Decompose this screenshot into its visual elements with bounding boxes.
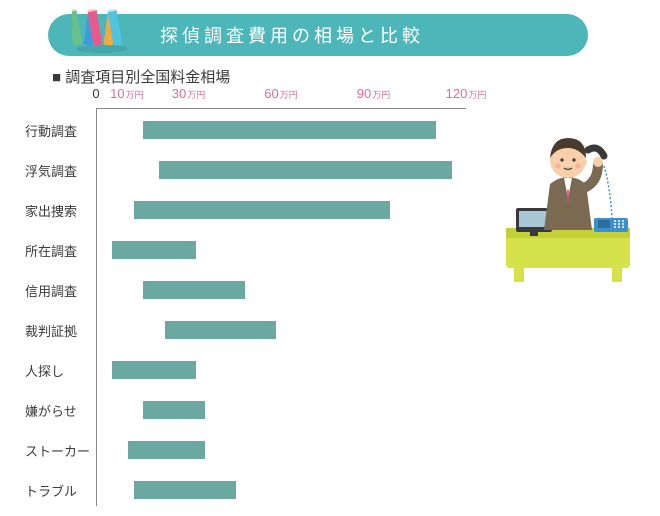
chart-row: 浮気調査 [1, 159, 467, 181]
row-label: 所在調査 [1, 241, 89, 260]
range-bar [128, 441, 205, 459]
range-bar [159, 161, 452, 179]
page-title: 探偵調査費用の相場と比較 [160, 22, 424, 48]
x-axis: 010万円30万円60万円90万円120万円 [96, 86, 466, 106]
bar-track [97, 159, 467, 181]
range-bar [134, 201, 390, 219]
range-bar [112, 361, 195, 379]
row-label: 嫌がらせ [1, 401, 89, 420]
row-label: 人探し [1, 361, 89, 380]
bar-track [97, 279, 467, 301]
range-bar [134, 481, 236, 499]
chart-row: ストーカー [1, 439, 467, 461]
x-tick: 120万円 [446, 86, 487, 101]
range-bar [112, 241, 195, 259]
chart-row: 家出捜索 [1, 199, 467, 221]
row-label: トラブル [1, 481, 89, 500]
books-icon [72, 5, 132, 55]
bar-track [97, 399, 467, 421]
range-bar [143, 401, 205, 419]
chart-row: 嫌がらせ [1, 399, 467, 421]
range-bar [165, 321, 276, 339]
range-bar [143, 281, 245, 299]
bar-track [97, 319, 467, 341]
chart-row: 信用調査 [1, 279, 467, 301]
x-tick: 30万円 [172, 86, 205, 101]
chart-subtitle: ■ 調査項目別全国料金相場 [52, 66, 230, 87]
x-tick: 60万円 [264, 86, 297, 101]
row-label: 浮気調査 [1, 161, 89, 180]
chart-row: 行動調査 [1, 119, 467, 141]
chart-row: トラブル [1, 479, 467, 501]
row-label: 行動調査 [1, 121, 89, 140]
row-label: 信用調査 [1, 281, 89, 300]
bar-track [97, 119, 467, 141]
x-tick: 90万円 [357, 86, 390, 101]
row-label: 裁判証拠 [1, 321, 89, 340]
x-tick: 0 [92, 86, 99, 101]
bar-track [97, 199, 467, 221]
x-tick: 10万円 [110, 86, 143, 101]
bar-track [97, 479, 467, 501]
detective-illustration [488, 118, 648, 282]
bar-track [97, 239, 467, 261]
row-label: 家出捜索 [1, 201, 89, 220]
bar-track [97, 359, 467, 381]
chart-row: 人探し [1, 359, 467, 381]
range-bar [143, 121, 436, 139]
chart-row: 所在調査 [1, 239, 467, 261]
bar-track [97, 439, 467, 461]
plot-area: 行動調査浮気調査家出捜索所在調査信用調査裁判証拠人探し嫌がらせストーカートラブル [96, 108, 466, 506]
chart-row: 裁判証拠 [1, 319, 467, 341]
row-label: ストーカー [1, 441, 89, 460]
price-range-chart: 010万円30万円60万円90万円120万円 行動調査浮気調査家出捜索所在調査信… [0, 86, 470, 506]
